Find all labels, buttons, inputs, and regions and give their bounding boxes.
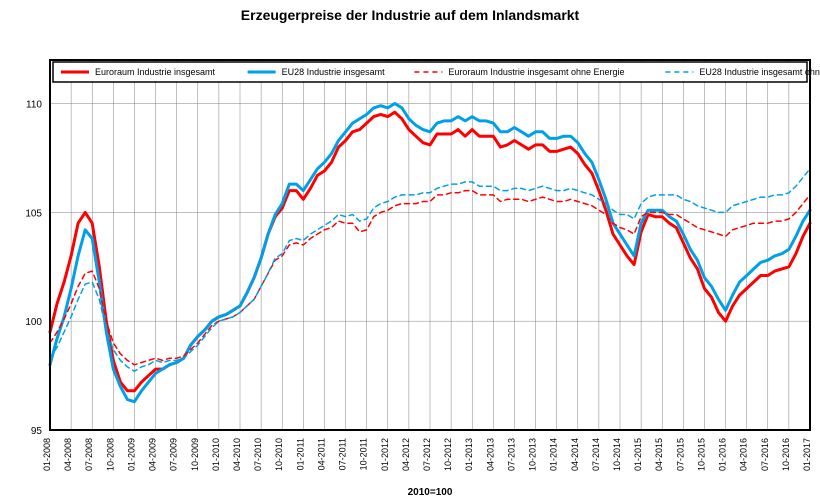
x-tick-label: 01-2015 bbox=[633, 438, 643, 471]
x-tick-label: 01-2008 bbox=[42, 438, 52, 471]
x-tick-label: 07-2009 bbox=[169, 438, 179, 471]
x-tick-label: 01-2014 bbox=[549, 438, 559, 471]
x-tick-label: 07-2014 bbox=[591, 438, 601, 471]
x-tick-label: 01-2017 bbox=[802, 438, 812, 471]
x-tick-label: 10-2009 bbox=[190, 438, 200, 471]
x-tick-label: 04-2013 bbox=[485, 438, 495, 471]
y-tick-label: 95 bbox=[31, 426, 43, 437]
legend-label: EU28 Industrie insgesamt ohne Energie bbox=[699, 67, 820, 77]
x-tick-label: 10-2013 bbox=[528, 438, 538, 471]
chart-title: Erzeugerpreise der Industrie auf dem Inl… bbox=[241, 7, 580, 23]
x-tick-label: 07-2013 bbox=[506, 438, 516, 471]
x-tick-label: 07-2016 bbox=[760, 438, 770, 471]
x-tick-label: 10-2016 bbox=[781, 438, 791, 471]
x-tick-label: 01-2009 bbox=[126, 438, 136, 471]
x-axis-label: 2010=100 bbox=[408, 487, 453, 498]
chart-container: Erzeugerpreise der Industrie auf dem Inl… bbox=[0, 0, 820, 501]
x-tick-label: 07-2015 bbox=[675, 438, 685, 471]
legend-label: Euroraum Industrie insgesamt bbox=[95, 67, 216, 77]
x-tick-label: 10-2011 bbox=[359, 438, 369, 470]
x-tick-label: 01-2013 bbox=[464, 438, 474, 471]
grid bbox=[50, 60, 810, 430]
x-tick-label: 01-2010 bbox=[211, 438, 221, 471]
x-tick-label: 04-2015 bbox=[654, 438, 664, 471]
x-tick-label: 10-2014 bbox=[612, 438, 622, 471]
legend-label: EU28 Industrie insgesamt bbox=[282, 67, 386, 77]
y-tick-label: 110 bbox=[26, 100, 42, 111]
x-tick-label: 04-2012 bbox=[401, 438, 411, 471]
x-tick-label: 01-2011 bbox=[295, 438, 305, 470]
x-tick-label: 04-2010 bbox=[232, 438, 242, 471]
x-tick-label: 07-2008 bbox=[84, 438, 94, 471]
x-tick-label: 04-2011 bbox=[316, 438, 326, 470]
y-tick-label: 100 bbox=[25, 317, 42, 328]
x-tick-label: 07-2011 bbox=[338, 438, 348, 470]
x-tick-label: 10-2015 bbox=[696, 438, 706, 471]
x-tick-label: 01-2012 bbox=[380, 438, 390, 471]
x-tick-label: 01-2016 bbox=[718, 438, 728, 471]
legend: Euroraum Industrie insgesamt EU28 Industr… bbox=[53, 62, 820, 82]
x-tick-label: 07-2010 bbox=[253, 438, 263, 471]
x-tick-label: 10-2012 bbox=[443, 438, 453, 471]
x-tick-label: 10-2008 bbox=[105, 438, 115, 471]
x-tick-label: 10-2010 bbox=[274, 438, 284, 471]
x-tick-label: 07-2012 bbox=[422, 438, 432, 471]
x-tick-label: 04-2009 bbox=[148, 438, 158, 471]
x-tick-label: 04-2016 bbox=[739, 438, 749, 471]
legend-label: Euroraum Industrie insgesamt ohne Energi… bbox=[448, 67, 624, 77]
x-tick-label: 04-2008 bbox=[63, 438, 73, 471]
x-tick-label: 04-2014 bbox=[570, 438, 580, 471]
y-tick-label: 105 bbox=[25, 208, 42, 219]
